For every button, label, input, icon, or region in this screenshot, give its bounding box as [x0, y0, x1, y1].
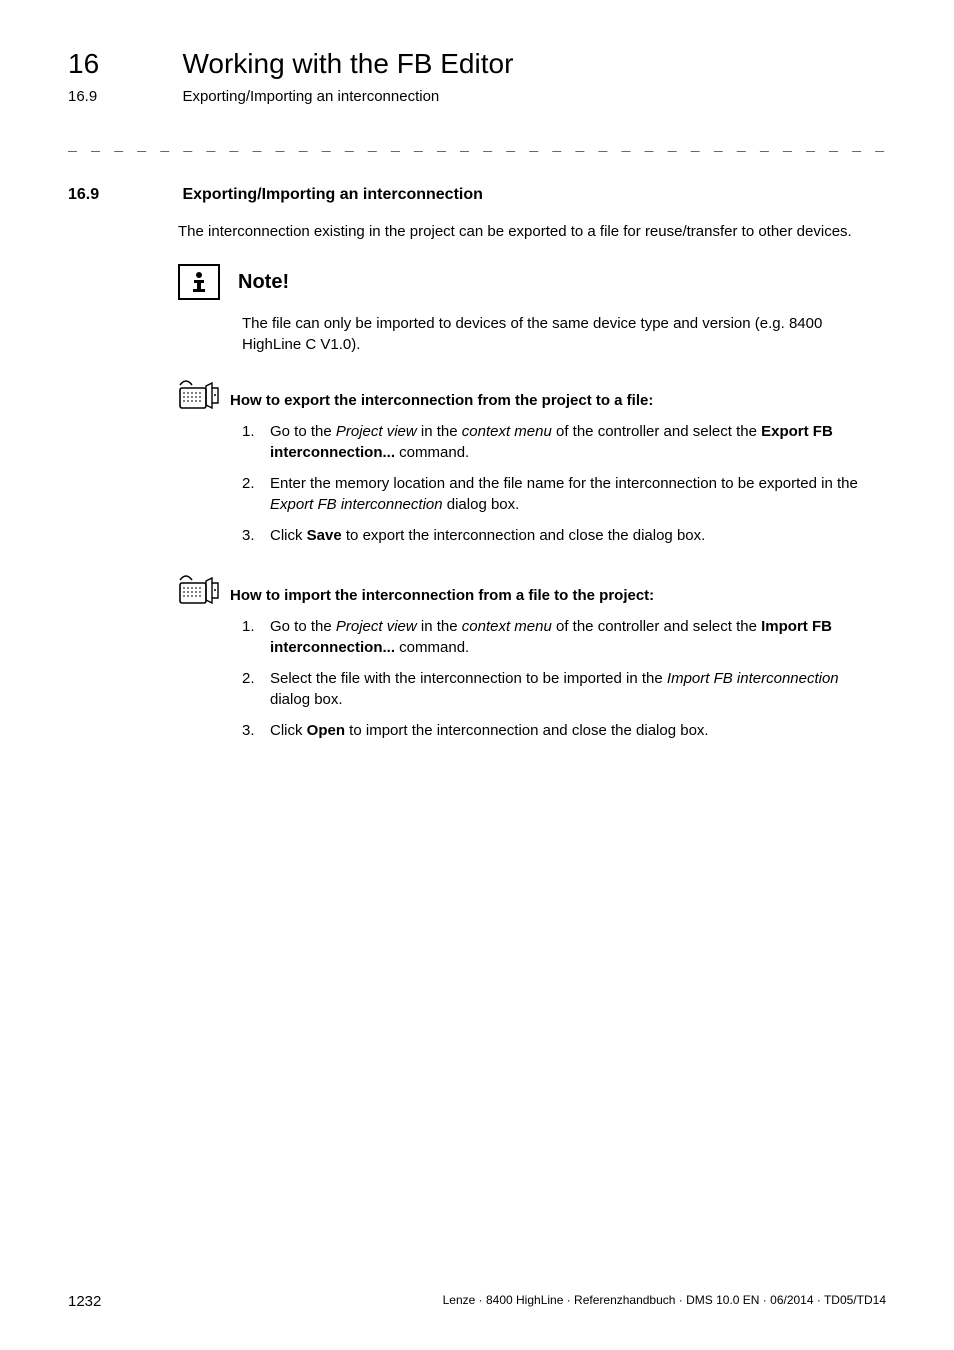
import-step: Click Open to import the interconnection… [242, 720, 876, 741]
note-label: Note! [238, 271, 289, 294]
howto-export-block: How to export the interconnection from t… [178, 379, 876, 546]
chapter-number: 16 [68, 48, 178, 80]
export-steps-list: Go to the Project view in the context me… [242, 421, 876, 546]
note-block: Note! The file can only be imported to d… [178, 264, 876, 355]
separator-rule: _ _ _ _ _ _ _ _ _ _ _ _ _ _ _ _ _ _ _ _ … [68, 134, 886, 152]
footer-imprint: Lenze · 8400 HighLine · Referenzhandbuch… [443, 1293, 886, 1310]
section-title: Exporting/Importing an interconnection [182, 186, 482, 204]
note-text: The file can only be imported to devices… [242, 314, 876, 355]
chapter-title: Working with the FB Editor [182, 48, 513, 80]
export-step: Enter the memory location and the file n… [242, 473, 876, 515]
header-section-number: 16.9 [68, 88, 178, 105]
section-number: 16.9 [68, 186, 178, 204]
section-heading: 16.9 Exporting/Importing an interconnect… [68, 186, 886, 204]
howto-import-label: How to import the interconnection from a… [230, 587, 654, 606]
page-footer: 1232 Lenze · 8400 HighLine · Referenzhan… [68, 1293, 886, 1310]
info-icon [178, 264, 220, 300]
import-step: Go to the Project view in the context me… [242, 616, 876, 658]
procedure-icon [178, 379, 220, 411]
export-step: Click Save to export the interconnection… [242, 525, 876, 546]
import-step: Select the file with the interconnection… [242, 668, 876, 710]
page-header: 16 Working with the FB Editor 16.9 Expor… [68, 48, 886, 106]
section-intro: The interconnection existing in the proj… [178, 222, 876, 242]
header-section-title: Exporting/Importing an interconnection [182, 88, 439, 105]
export-step: Go to the Project view in the context me… [242, 421, 876, 463]
import-steps-list: Go to the Project view in the context me… [242, 616, 876, 741]
howto-import-block: How to import the interconnection from a… [178, 574, 876, 741]
howto-export-label: How to export the interconnection from t… [230, 392, 653, 411]
procedure-icon [178, 574, 220, 606]
page-number: 1232 [68, 1293, 101, 1310]
